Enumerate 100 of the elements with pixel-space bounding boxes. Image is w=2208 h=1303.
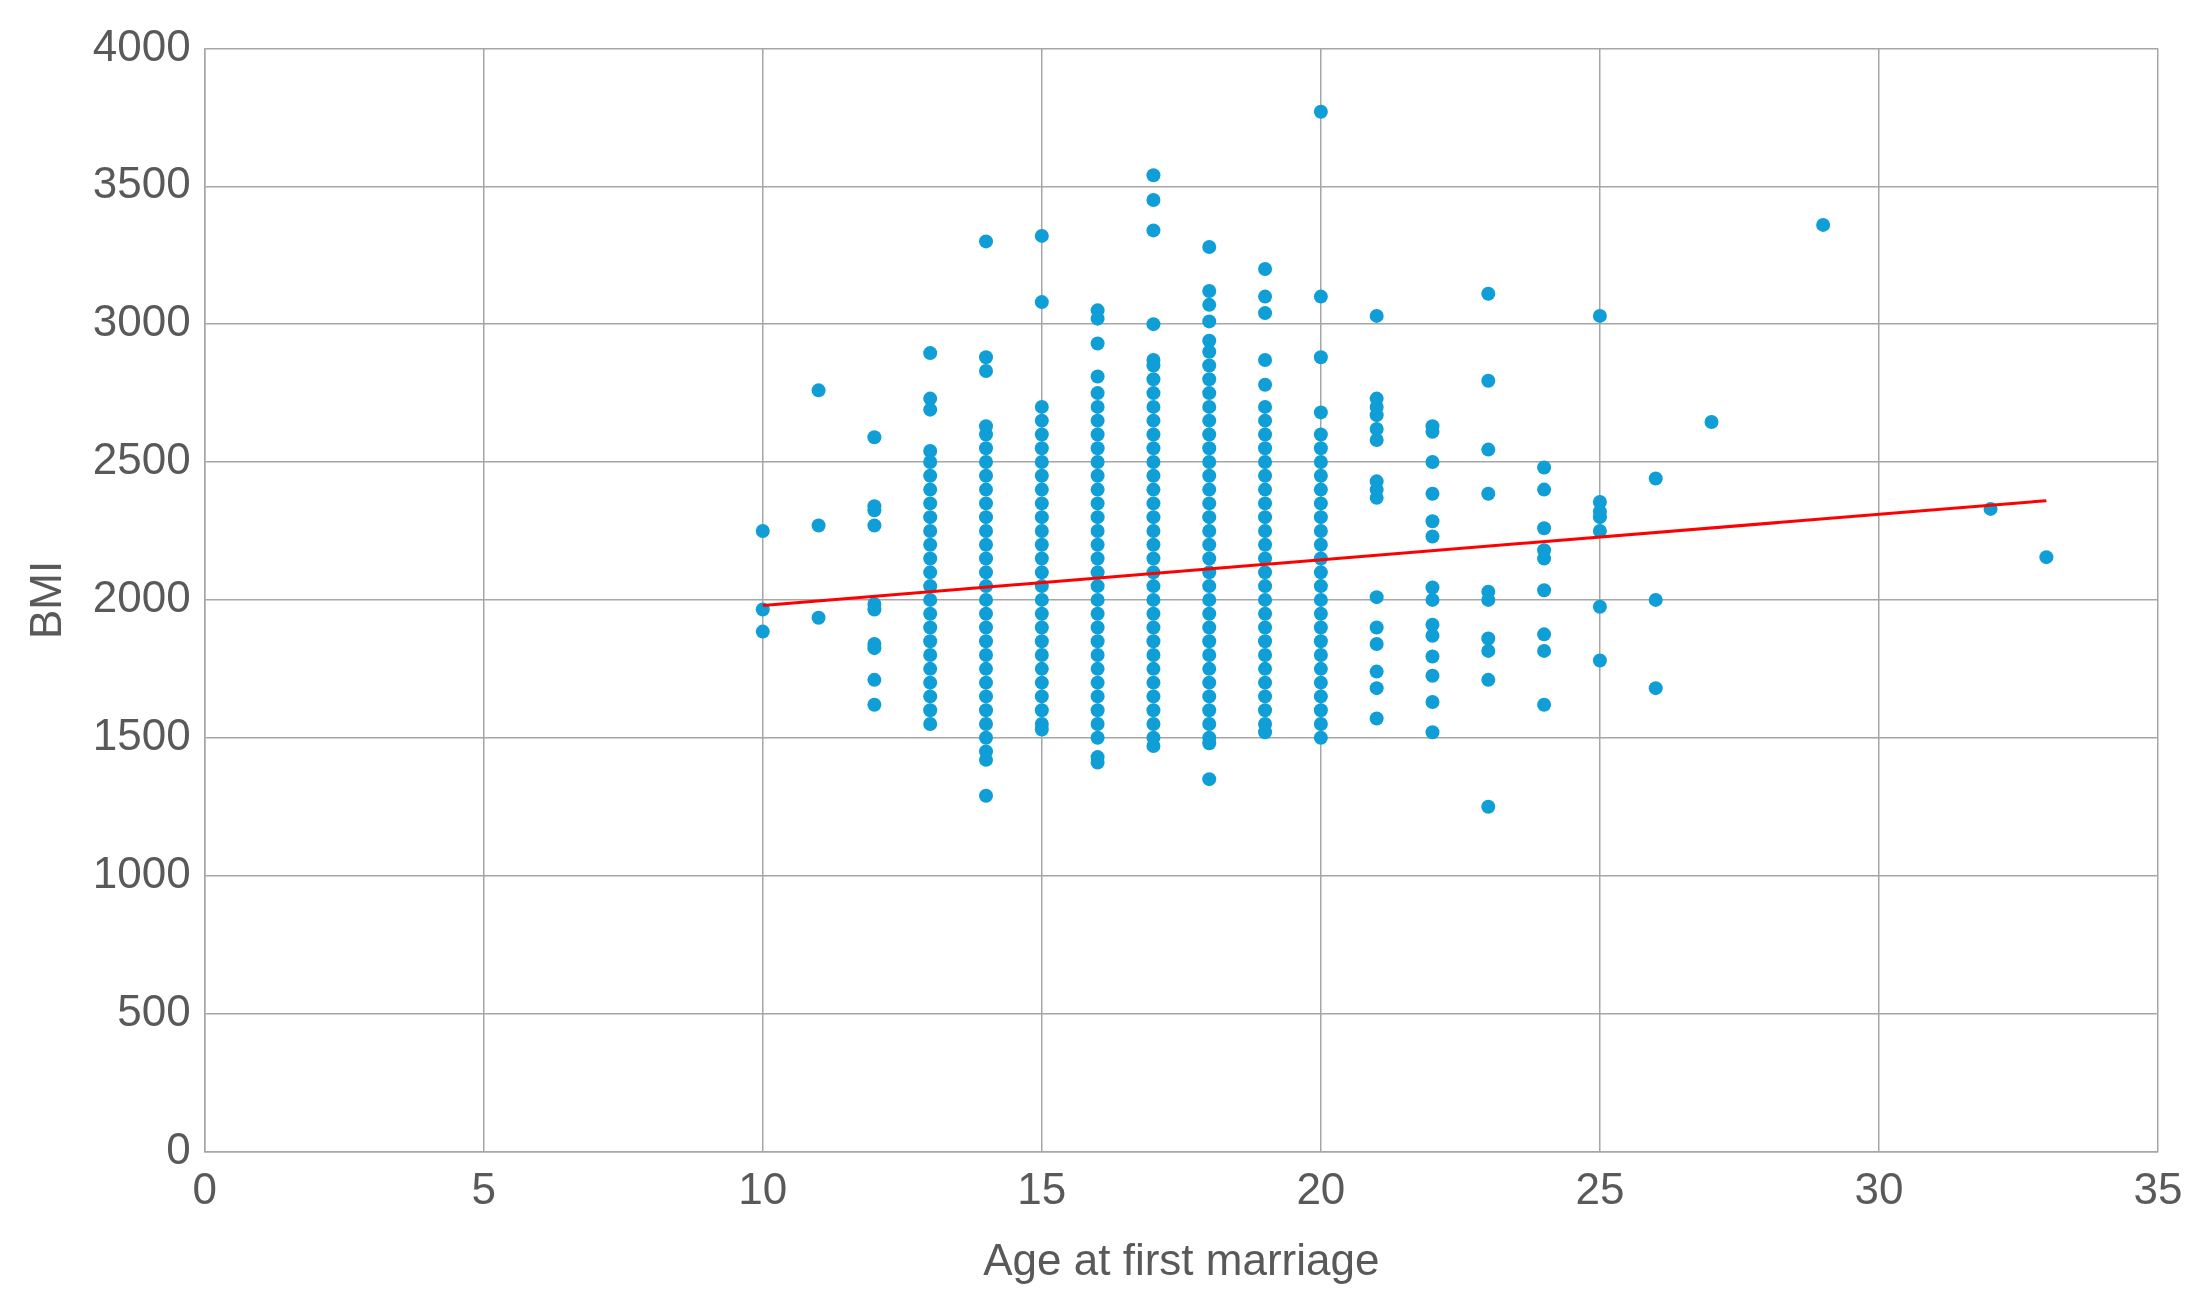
point (1258, 606, 1273, 621)
y-axis-title: BMI (20, 560, 70, 640)
point (923, 537, 938, 552)
point (923, 592, 938, 607)
point (1313, 496, 1328, 511)
point (923, 455, 938, 470)
point (1258, 537, 1273, 552)
point (1369, 432, 1384, 447)
point (1202, 620, 1217, 635)
point (1034, 510, 1049, 525)
point (1202, 284, 1217, 299)
point (1146, 372, 1161, 387)
point (1202, 455, 1217, 470)
y-tick-label: 2000 (92, 572, 191, 622)
point (1425, 649, 1440, 664)
point (1258, 648, 1273, 663)
point (1258, 262, 1273, 276)
point (1258, 413, 1273, 428)
point (1202, 482, 1217, 497)
point (1313, 620, 1328, 635)
point (979, 482, 994, 497)
point (1090, 675, 1105, 690)
point (1202, 661, 1217, 676)
point (1034, 565, 1049, 580)
point (1090, 482, 1105, 497)
point (1034, 496, 1049, 511)
y-tick-label: 0 (166, 1123, 191, 1173)
point (1146, 675, 1161, 690)
point (1034, 606, 1049, 621)
point (1313, 675, 1328, 690)
point (1258, 620, 1273, 635)
point (1258, 353, 1273, 367)
point (923, 606, 938, 621)
point (1034, 551, 1049, 566)
point (979, 551, 994, 566)
point (1034, 675, 1049, 690)
point (1202, 344, 1217, 359)
point (979, 634, 994, 649)
point (1258, 289, 1273, 304)
point (1034, 295, 1049, 310)
point (923, 703, 938, 718)
point (1481, 672, 1496, 687)
point (1090, 634, 1105, 649)
point (979, 350, 994, 365)
point (1313, 730, 1328, 745)
point (1537, 643, 1552, 658)
point (1034, 689, 1049, 704)
point (1146, 689, 1161, 704)
point (1034, 413, 1049, 428)
point (923, 496, 938, 511)
point (1537, 697, 1552, 712)
point (1146, 168, 1161, 183)
point (755, 624, 770, 639)
point (923, 689, 938, 704)
point (979, 716, 994, 731)
point (1146, 592, 1161, 607)
point (1648, 592, 1663, 607)
point (1146, 399, 1161, 414)
point (1537, 460, 1552, 475)
point (1202, 551, 1217, 566)
point (923, 716, 938, 731)
point (979, 537, 994, 552)
point (1481, 643, 1496, 658)
point (1146, 441, 1161, 456)
point (1425, 514, 1440, 529)
point (1202, 314, 1217, 329)
point (1369, 681, 1384, 696)
point (1258, 592, 1273, 607)
point (1034, 523, 1049, 538)
point (1537, 627, 1552, 642)
point (1258, 725, 1273, 740)
point (1090, 703, 1105, 718)
point (1146, 468, 1161, 483)
y-tick-label: 3500 (92, 158, 191, 208)
point (1537, 482, 1552, 497)
point (1313, 427, 1328, 442)
point (1425, 486, 1440, 501)
point (1313, 716, 1328, 731)
point (1592, 599, 1607, 614)
point (1090, 386, 1105, 401)
point (1258, 441, 1273, 456)
point (979, 675, 994, 690)
point (1202, 358, 1217, 373)
point (1146, 551, 1161, 566)
point (1034, 455, 1049, 470)
point (1313, 648, 1328, 663)
point (1146, 661, 1161, 676)
point (1146, 648, 1161, 663)
point (1592, 308, 1607, 323)
point (1313, 455, 1328, 470)
point (979, 364, 994, 379)
point (1034, 427, 1049, 442)
point (1090, 648, 1105, 663)
point (1146, 523, 1161, 538)
point (1146, 413, 1161, 428)
point (1369, 408, 1384, 423)
point (1034, 399, 1049, 414)
point (1537, 583, 1552, 598)
point (1313, 468, 1328, 483)
point (1704, 415, 1719, 430)
